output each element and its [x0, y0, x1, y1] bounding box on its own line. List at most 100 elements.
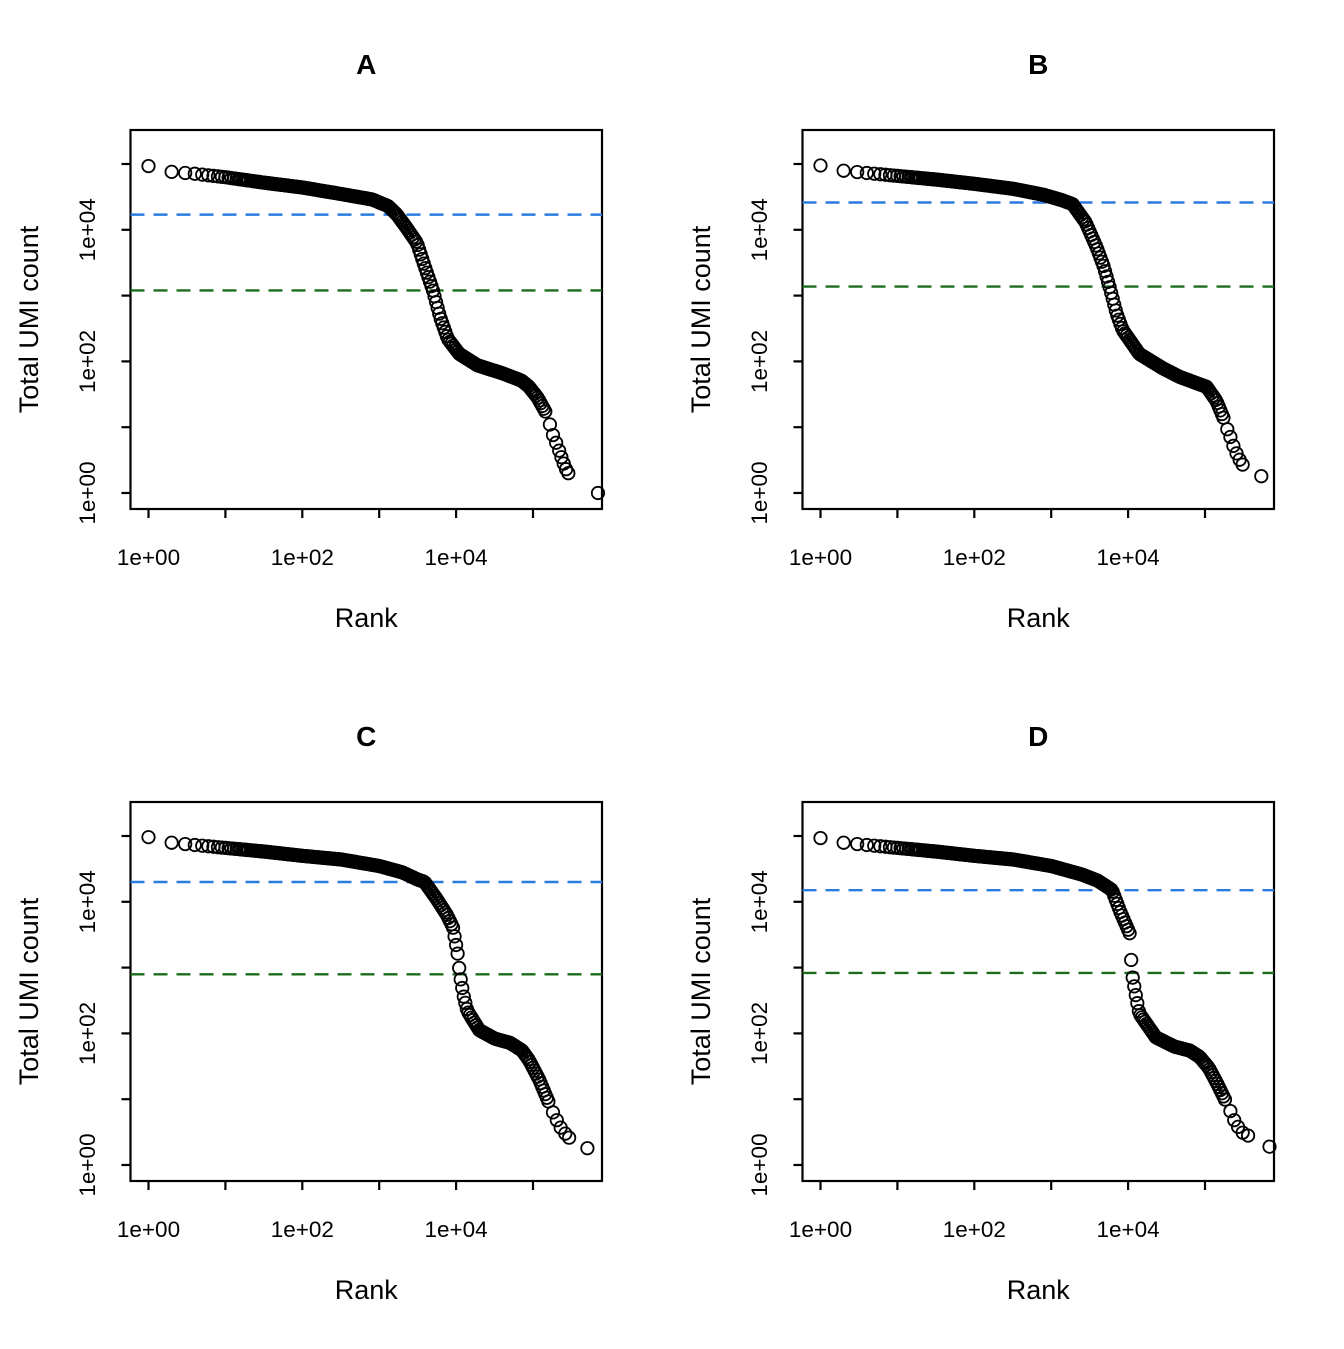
- y-axis-label: Total UMI count: [14, 225, 44, 413]
- rank-curve-points: [813, 158, 1269, 484]
- data-point: [1124, 952, 1139, 968]
- rank-plot-B: B 1e+00 1e+02 1e+04 1e+00 1e+02 1e+04 Rank Total…: [686, 49, 1276, 633]
- data-point: [1254, 469, 1269, 484]
- data-point: [549, 435, 564, 450]
- y-tick-label: 1e+04: [747, 870, 772, 933]
- data-point: [873, 839, 888, 854]
- data-point: [1223, 429, 1238, 445]
- x-tick-label: 1e+04: [1096, 545, 1159, 570]
- data-point: [450, 946, 465, 961]
- y-axis-label: Total UMI count: [686, 897, 716, 1085]
- data-point: [1240, 1128, 1256, 1143]
- rank-curve-points: [141, 158, 606, 501]
- data-point: [448, 937, 464, 953]
- plot-border: [129, 128, 604, 511]
- data-point: [1127, 979, 1142, 994]
- y-tick-label: 1e+00: [75, 1133, 100, 1196]
- data-point: [813, 830, 828, 846]
- data-point: [859, 165, 874, 181]
- data-point: [164, 164, 179, 179]
- data-point: [545, 427, 561, 443]
- data-point: [178, 836, 193, 852]
- data-point: [1223, 1103, 1238, 1119]
- y-tick-label: 1e+00: [75, 461, 100, 524]
- data-point: [195, 167, 210, 182]
- panel-D: D 1e+00 1e+02 1e+04 1e+00 1e+02 1e+04 Rank Total…: [672, 672, 1344, 1344]
- y-axis-label: Total UMI count: [686, 225, 716, 413]
- data-point: [867, 838, 882, 853]
- x-tick-label: 1e+00: [117, 1217, 180, 1242]
- data-point: [187, 837, 202, 853]
- data-point: [554, 450, 569, 465]
- x-axis-label: Rank: [1007, 603, 1071, 633]
- data-point: [538, 404, 553, 419]
- x-tick-label: 1e+04: [424, 545, 487, 570]
- rank-plot-A: A 1e+00 1e+02 1e+04 1e+00 1e+02 1e+04 Rank Total…: [14, 49, 606, 633]
- data-point: [178, 165, 193, 181]
- y-tick-label: 1e+00: [747, 1133, 772, 1196]
- data-point: [201, 168, 216, 183]
- x-tick-label: 1e+02: [943, 1217, 1006, 1242]
- x-axis-label: Rank: [335, 1275, 399, 1305]
- data-point: [561, 466, 576, 481]
- panel-title: B: [1028, 49, 1048, 80]
- data-point: [201, 839, 216, 854]
- plot-border: [801, 128, 1276, 511]
- data-point: [873, 167, 888, 182]
- panel-title: A: [356, 49, 376, 80]
- y-tick-label: 1e+02: [75, 330, 100, 393]
- data-point: [447, 929, 462, 944]
- x-tick-label: 1e+02: [271, 1217, 334, 1242]
- plot-border: [801, 800, 1276, 1183]
- data-point: [1220, 422, 1235, 437]
- x-tick-label: 1e+00: [789, 545, 852, 570]
- x-tick-label: 1e+00: [117, 545, 180, 570]
- data-point: [1128, 987, 1143, 1003]
- y-tick-label: 1e+02: [747, 1002, 772, 1065]
- y-tick-label: 1e+02: [747, 330, 772, 393]
- data-point: [141, 158, 156, 174]
- data-point: [813, 158, 828, 173]
- y-tick-label: 1e+04: [747, 198, 772, 261]
- data-point: [187, 166, 202, 181]
- data-point: [545, 1105, 561, 1120]
- data-point: [552, 443, 567, 458]
- data-point: [1235, 457, 1250, 472]
- x-tick-label: 1e+04: [424, 1217, 487, 1242]
- rank-plot-D: D 1e+00 1e+02 1e+04 1e+00 1e+02 1e+04 Rank Total…: [686, 721, 1277, 1305]
- x-tick-label: 1e+02: [943, 545, 1006, 570]
- rank-curve-points: [141, 830, 595, 1156]
- data-point: [453, 972, 468, 987]
- data-point: [1217, 1092, 1233, 1107]
- panel-title: D: [1028, 721, 1048, 752]
- data-point: [1262, 1139, 1277, 1154]
- data-point: [590, 485, 606, 501]
- y-tick-label: 1e+02: [75, 1002, 100, 1065]
- data-point: [1125, 970, 1140, 985]
- x-tick-label: 1e+04: [1096, 1217, 1159, 1242]
- y-axis-label: Total UMI count: [14, 897, 44, 1085]
- data-point: [836, 835, 851, 850]
- x-axis-label: Rank: [1007, 1275, 1071, 1305]
- data-point: [445, 920, 461, 935]
- data-point: [836, 163, 851, 178]
- data-point: [867, 166, 882, 181]
- x-tick-label: 1e+00: [789, 1217, 852, 1242]
- data-point: [580, 1141, 595, 1156]
- data-point: [141, 830, 156, 845]
- x-tick-label: 1e+02: [271, 545, 334, 570]
- y-tick-label: 1e+04: [75, 198, 100, 261]
- data-point: [850, 836, 865, 852]
- rank-plot-C: C 1e+00 1e+02 1e+04 1e+00 1e+02 1e+04 Rank Total…: [14, 721, 604, 1305]
- y-tick-label: 1e+00: [747, 461, 772, 524]
- data-point: [1226, 438, 1241, 453]
- data-point: [195, 838, 210, 853]
- panel-A: A 1e+00 1e+02 1e+04 1e+00 1e+02 1e+04 Rank Total…: [0, 0, 672, 672]
- rank-curve-points: [813, 830, 1277, 1154]
- data-point: [1199, 1058, 1214, 1073]
- data-point: [455, 980, 470, 996]
- data-point: [850, 164, 865, 180]
- data-point: [562, 1130, 577, 1145]
- y-tick-label: 1e+04: [75, 870, 100, 933]
